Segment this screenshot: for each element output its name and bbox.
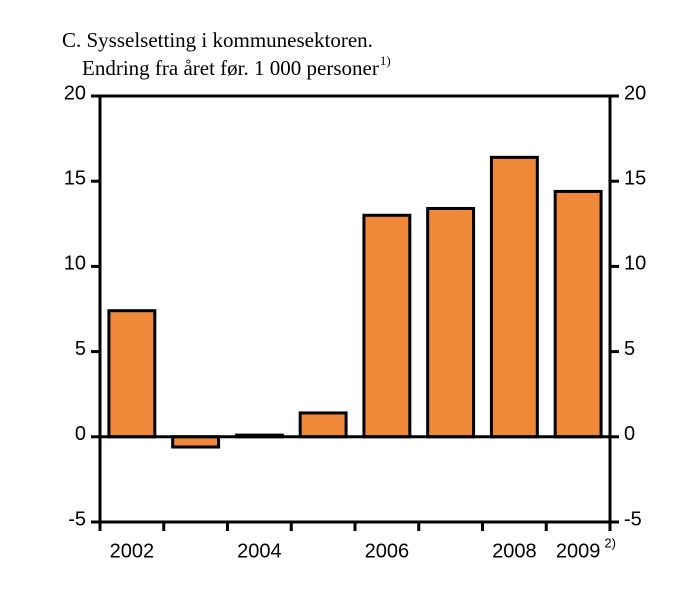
chart-title: C. Sysselsetting i kommunesektoren.: [62, 28, 373, 52]
y-tick-label: 10: [64, 253, 86, 275]
y2-tick-label: 10: [624, 253, 646, 275]
bar: [426, 206, 476, 439]
y2-tick-label: 0: [624, 423, 635, 445]
x-tick-label: 2006: [365, 540, 410, 562]
y2-tick-label: 5: [624, 338, 635, 360]
chart-subtitle: Endring fra året før. 1 000 personer: [82, 56, 379, 80]
y-tick-label: -5: [68, 508, 86, 530]
y-tick-label: 20: [64, 82, 86, 104]
y2-tick-label: 15: [624, 167, 646, 189]
bar: [107, 309, 157, 439]
y2-tick-label: 20: [624, 82, 646, 104]
y-tick-label: 5: [75, 338, 86, 360]
bar: [553, 189, 603, 439]
y-tick-label: 0: [75, 423, 86, 445]
x-label-note: 2): [604, 535, 616, 550]
x-tick-label: 2009: [556, 540, 601, 562]
bar: [171, 435, 221, 449]
x-tick-label: 2008: [492, 540, 537, 562]
bar: [298, 411, 348, 439]
bar: [489, 155, 539, 439]
bar: [362, 213, 412, 439]
y2-tick-label: -5: [624, 508, 642, 530]
y-tick-label: 15: [64, 167, 86, 189]
x-tick-label: 2002: [110, 540, 155, 562]
subtitle-note: 1): [380, 53, 391, 68]
x-tick-label: 2004: [237, 540, 282, 562]
